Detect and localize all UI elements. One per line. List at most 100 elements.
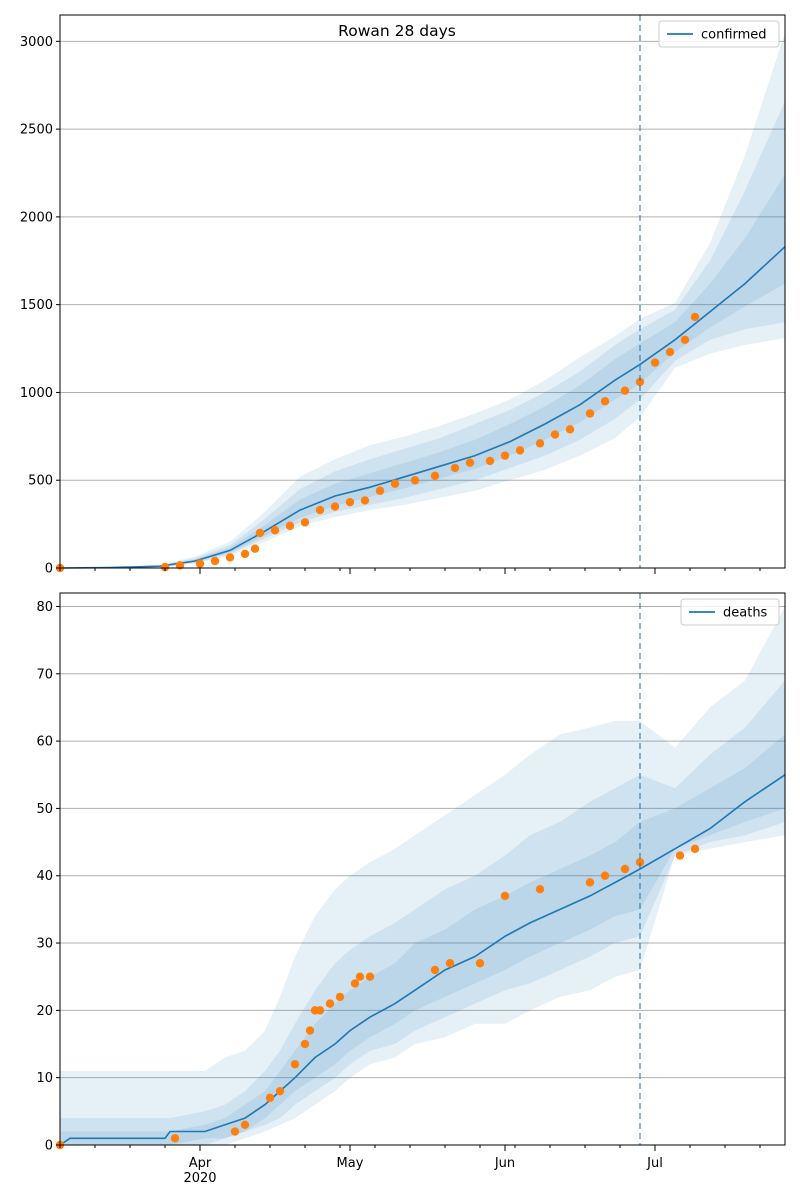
confirmed-observed-point bbox=[690, 312, 700, 322]
deaths-observed-point bbox=[315, 1006, 325, 1015]
deaths-observed-point bbox=[290, 1060, 300, 1069]
deaths-observed-point bbox=[500, 891, 510, 901]
deaths-band-1 bbox=[60, 680, 785, 1145]
deaths-ytick-label: 50 bbox=[36, 802, 53, 817]
deaths-observed-point bbox=[445, 959, 455, 968]
confirmed-ytick-label: 1500 bbox=[20, 298, 53, 313]
confirmed-ytick-label: 2000 bbox=[20, 210, 53, 225]
confirmed-band-2 bbox=[60, 174, 785, 569]
deaths-observed-point bbox=[265, 1093, 275, 1103]
deaths-axes-frame bbox=[59, 592, 786, 1146]
deaths-observed-point bbox=[585, 878, 595, 887]
confirmed-observed-point bbox=[300, 518, 310, 527]
confirmed-panel: 0 500 1000 1500 2000 2500 3000 confirmed bbox=[20, 14, 786, 577]
deaths-observed-point bbox=[355, 972, 365, 981]
deaths-observed-point bbox=[690, 844, 700, 854]
confirmed-observed-point bbox=[585, 409, 595, 418]
confirmed-band-0 bbox=[60, 32, 785, 569]
deaths-observed-point bbox=[600, 871, 610, 880]
confirmed-axes-frame bbox=[59, 14, 786, 569]
confirmed-observed-point bbox=[160, 562, 170, 572]
confirmed-observed-point bbox=[450, 463, 460, 473]
deaths-ytick-label: 0 bbox=[45, 1139, 53, 1154]
deaths-observed-point bbox=[170, 1134, 180, 1143]
confirmed-ytick-label: 1000 bbox=[20, 386, 53, 401]
deaths-observed-point bbox=[535, 884, 545, 894]
xtick-label: Jun bbox=[494, 1156, 515, 1171]
confirmed-observed-point bbox=[650, 358, 660, 367]
xtick-label: Apr bbox=[189, 1156, 212, 1171]
confirmed-observed-point bbox=[680, 335, 690, 344]
deaths-observed-point bbox=[350, 979, 360, 988]
deaths-ytick-label: 60 bbox=[36, 735, 53, 750]
confirmed-legend: confirmed bbox=[658, 20, 780, 48]
deaths-observed-point bbox=[275, 1086, 285, 1096]
deaths-ytick-label: 40 bbox=[36, 869, 53, 884]
deaths-legend-box bbox=[680, 598, 780, 626]
confirmed-observed-point bbox=[620, 386, 630, 395]
confirmed-legend-box bbox=[658, 20, 780, 48]
confirmed-observed-point bbox=[270, 526, 280, 535]
confirmed-model-line bbox=[59, 246, 786, 569]
deaths-band-0 bbox=[60, 606, 785, 1145]
confirmed-observed-point bbox=[465, 458, 475, 467]
deaths-band-2 bbox=[60, 734, 785, 1145]
deaths-observed-point bbox=[325, 999, 335, 1008]
deaths-model-line bbox=[59, 774, 786, 1146]
confirmed-observed-point bbox=[430, 471, 440, 481]
confirmed-observed-point bbox=[375, 486, 385, 495]
confirmed-observed-point bbox=[225, 553, 235, 562]
confirmed-observed-point bbox=[500, 451, 510, 460]
deaths-ytick-label: 70 bbox=[36, 667, 53, 682]
deaths-observed-point bbox=[635, 858, 645, 867]
confirmed-observed-point bbox=[565, 425, 575, 434]
confirmed-observed-point bbox=[345, 497, 355, 507]
deaths-legend: deaths bbox=[680, 598, 780, 626]
confirmed-observed-point bbox=[360, 496, 370, 505]
deaths-observed-point bbox=[300, 1039, 310, 1049]
figure-title: Rowan 28 days bbox=[338, 22, 456, 40]
confirmed-observed-point bbox=[485, 456, 495, 466]
deaths-ytick-label: 30 bbox=[36, 937, 53, 952]
deaths-observed-point bbox=[675, 851, 685, 860]
deaths-observed-point bbox=[430, 965, 440, 975]
confirmed-observed-point bbox=[210, 556, 220, 566]
xtick-label: May bbox=[337, 1156, 364, 1171]
confirmed-ytick-label: 2500 bbox=[20, 123, 53, 138]
deaths-ytick-label: 80 bbox=[36, 600, 53, 615]
deaths-observed-point bbox=[620, 864, 630, 874]
confirmed-observed-point bbox=[390, 479, 400, 488]
deaths-observed-point bbox=[365, 972, 375, 981]
deaths-ytick-label: 20 bbox=[36, 1004, 53, 1019]
confirmed-observed-point bbox=[285, 521, 295, 531]
confirmed-ytick-label: 0 bbox=[45, 562, 53, 577]
xtick-year-label: 2020 bbox=[183, 1171, 216, 1186]
confirmed-observed-point bbox=[535, 439, 545, 448]
confirmed-observed-point bbox=[330, 502, 340, 511]
confirmed-observed-point bbox=[255, 528, 265, 538]
deaths-observed-point bbox=[335, 992, 345, 1002]
confirmed-observed-point bbox=[195, 559, 205, 568]
xtick-label: Jul bbox=[646, 1156, 663, 1171]
deaths-observed-point bbox=[230, 1127, 240, 1136]
confirmed-observed-point bbox=[410, 476, 420, 485]
confirmed-band-1 bbox=[60, 101, 785, 568]
confirmed-observed-point bbox=[315, 505, 325, 515]
deaths-legend-label: deaths bbox=[723, 606, 768, 621]
confirmed-observed-point bbox=[250, 544, 260, 553]
deaths-observed-point bbox=[240, 1120, 250, 1130]
deaths-observed-point bbox=[475, 959, 485, 968]
deaths-observed-point bbox=[305, 1026, 315, 1035]
confirmed-observed-point bbox=[665, 347, 675, 357]
confirmed-observed-point bbox=[175, 561, 185, 570]
confirmed-observed-point bbox=[240, 549, 250, 559]
deaths-ytick-label: 10 bbox=[36, 1071, 53, 1086]
confirmed-ytick-label: 500 bbox=[28, 474, 53, 489]
confirmed-observed-point bbox=[635, 377, 645, 387]
confirmed-legend-label: confirmed bbox=[701, 28, 767, 43]
confirmed-ytick-label: 3000 bbox=[20, 35, 53, 50]
confirmed-observed-point bbox=[550, 430, 560, 439]
confirmed-observed-point bbox=[515, 446, 525, 455]
